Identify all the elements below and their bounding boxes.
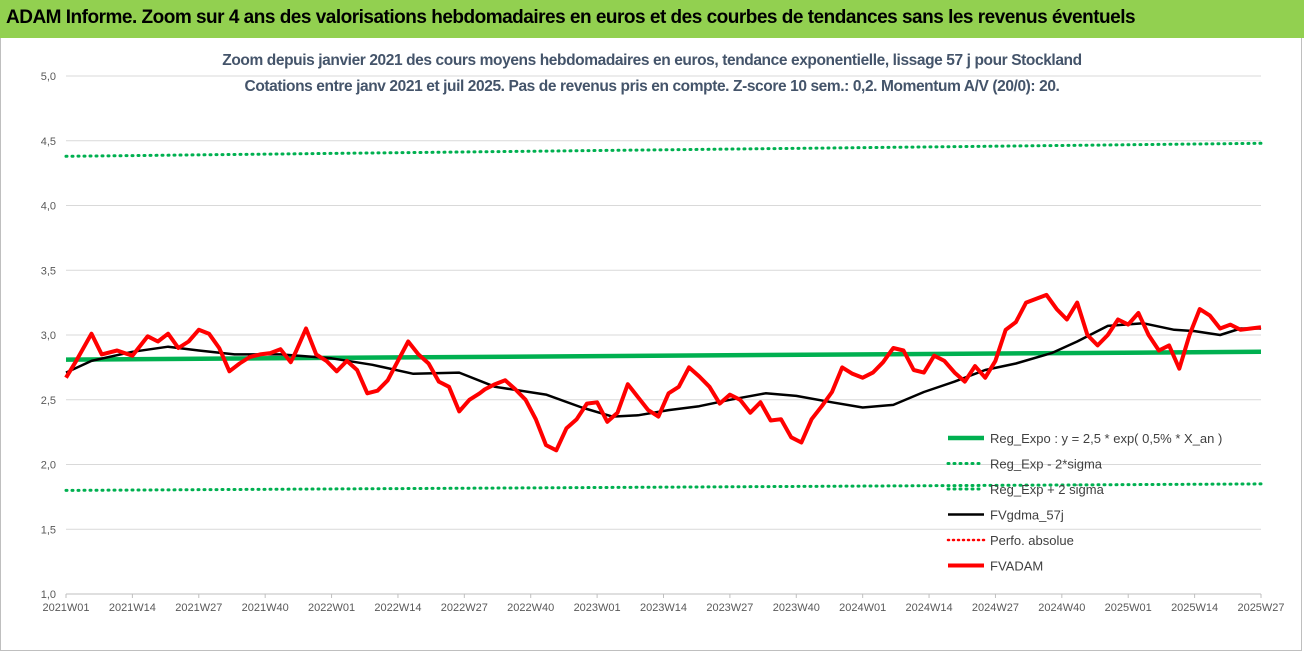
x-tick-label: 2021W01 [42,602,89,614]
x-tick-label: 2023W14 [640,602,687,614]
y-tick-label: 5,0 [41,71,56,83]
legend-label: Reg_Exp + 2 sigma [990,482,1105,497]
x-tick-label: 2021W40 [242,602,289,614]
smoothed-line [65,322,1261,418]
x-tick-label: 2025W14 [1171,602,1218,614]
x-tick-label: 2022W14 [374,602,421,614]
trend-line [65,349,1262,362]
legend-label: FVADAM [990,559,1043,574]
y-tick-label: 3,5 [41,265,56,277]
x-tick-label: 2021W14 [109,602,156,614]
x-tick-label: 2024W40 [1038,602,1085,614]
x-tick-label: 2023W27 [706,602,753,614]
legend-label: FVgdma_57j [990,508,1064,523]
legend-label: Reg_Expo : y = 2,5 * exp( 0,5% * X_an ) [990,431,1222,446]
y-tick-label: 1,5 [41,524,56,536]
x-tick-label: 2024W01 [839,602,886,614]
legend-label: Reg_Exp - 2*sigma [990,457,1103,472]
series-group [64,141,1263,492]
x-tick-label: 2025W01 [1105,602,1152,614]
x-tick-label: 2024W27 [972,602,1019,614]
x-tick-label: 2025W27 [1237,602,1284,614]
legend: Reg_Expo : y = 2,5 * exp( 0,5% * X_an ) R… [946,431,1222,574]
header-banner: ADAM Informe. Zoom sur 4 ans des valoris… [0,0,1304,38]
x-tick-label: 2023W40 [773,602,820,614]
upper-band-line [64,482,1263,492]
price-line [64,292,1262,453]
x-axis: 2021W01 2021W14 2021W27 2021W40 2022W01 2022W… [42,593,1285,614]
x-tick-label: 2022W40 [507,602,554,614]
legend-label: Perfo. absolue [990,533,1074,548]
x-tick-label: 2022W01 [308,602,355,614]
x-tick-label: 2022W27 [441,602,488,614]
page-title: ADAM Informe. Zoom sur 4 ans des valoris… [6,7,1136,28]
y-axis: 1,0 1,5 2,0 2,5 3,0 3,5 4,0 4,5 5,0 [41,71,56,601]
y-tick-label: 2,5 [41,395,56,407]
y-tick-label: 4,5 [41,136,56,148]
y-tick-label: 2,0 [41,460,56,472]
y-tick-label: 4,0 [41,201,56,213]
chart-title-line2: Cotations entre janv 2021 et juil 2025. … [244,78,1060,95]
x-tick-label: 2021W27 [175,602,222,614]
y-tick-label: 3,0 [41,330,56,342]
y-tick-label: 1,0 [41,589,56,601]
x-tick-label: 2024W14 [906,602,953,614]
x-tick-label: 2023W01 [574,602,621,614]
lower-band-line [64,141,1263,158]
chart-title-line1: Zoom depuis janvier 2021 des cours moyen… [222,52,1082,69]
